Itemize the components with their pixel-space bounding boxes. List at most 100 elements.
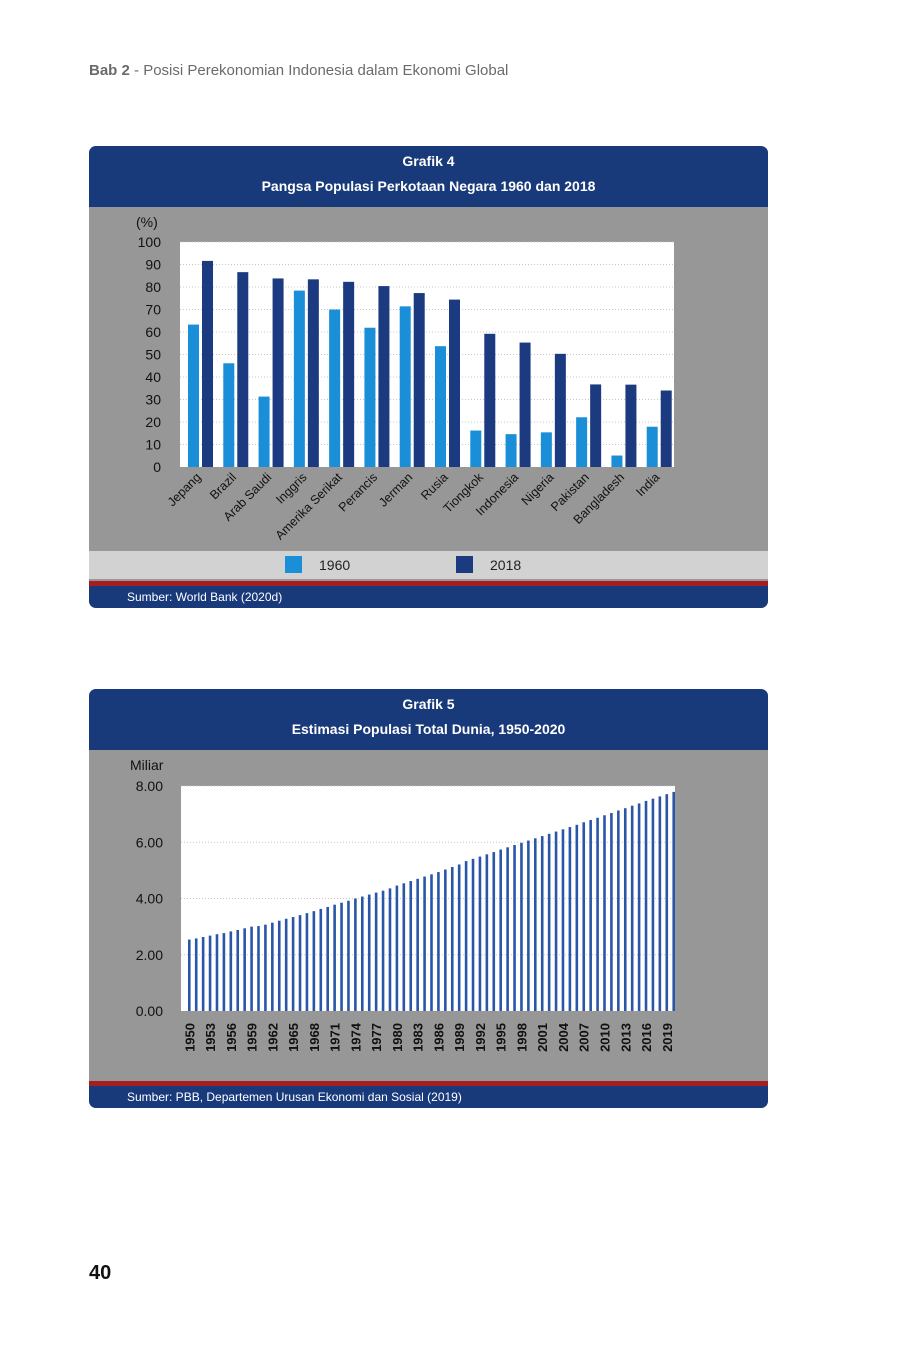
bar-1960-jerman: [399, 306, 411, 467]
gridlines: [181, 785, 675, 956]
bar-1953: [208, 935, 212, 1011]
bar-1997: [513, 845, 516, 1011]
bar-1996: [506, 847, 509, 1011]
bar-2018-pakistan: [590, 384, 602, 467]
y-tick-label-0: 0: [153, 459, 161, 475]
bar-1981: [402, 883, 406, 1011]
bar-1993: [485, 854, 489, 1011]
bar-2016: [644, 800, 648, 1011]
bar-2013: [623, 808, 627, 1011]
bar-2018-amerika-serikat: [343, 281, 355, 467]
chapter-title: - Posisi Perekonomian Indonesia dalam Ek…: [129, 62, 509, 79]
x-tick-label-1977: 1977: [369, 1023, 384, 1052]
y-tick-label-8.00: 8.00: [136, 778, 163, 794]
bar-1960-perancis: [364, 327, 376, 467]
x-tick-label-1965: 1965: [286, 1023, 301, 1052]
x-tick-label-1950: 1950: [182, 1023, 197, 1052]
x-tick-label-1968: 1968: [307, 1023, 322, 1052]
bar-1960-bangladesh: [611, 455, 623, 467]
bar-2018-inggris: [307, 279, 319, 467]
bar-1960-india: [646, 426, 658, 467]
x-tick-label-2004: 2004: [556, 1022, 571, 1052]
x-tick-label-2010: 2010: [598, 1023, 613, 1052]
legend-label-2018: 2018: [490, 556, 522, 573]
chart-urban-population: Grafik 4 Pangsa Populasi Perkotaan Negar…: [89, 146, 768, 608]
bar-2011: [610, 813, 613, 1011]
x-tick-label-1956: 1956: [224, 1023, 239, 1052]
x-tick-label-2013: 2013: [618, 1023, 633, 1052]
bar-1984: [423, 876, 426, 1011]
bar-2018-brazil: [237, 272, 249, 467]
bar-1966: [298, 915, 302, 1011]
bar-1960-brazil: [223, 363, 235, 467]
y-tick-label-100: 100: [138, 234, 162, 250]
bar-1956: [229, 931, 233, 1011]
bar-2010: [603, 815, 606, 1011]
bar-1982: [409, 881, 413, 1011]
chart-source: Sumber: World Bank (2020d): [89, 581, 768, 608]
legend-swatch-1960: [285, 556, 302, 573]
x-tick-label-1974: 1974: [348, 1022, 363, 1052]
bar-1960-arab-saudi: [258, 396, 270, 467]
bar-1957: [236, 930, 240, 1011]
bar-2018: [658, 796, 662, 1011]
bar-2018-jerman: [413, 293, 425, 467]
bar-1979: [388, 888, 392, 1011]
bar-1959: [250, 926, 253, 1011]
y-tick-label-0.00: 0.00: [136, 1003, 163, 1019]
bar-1965: [291, 917, 295, 1011]
x-tick-label-1962: 1962: [265, 1023, 280, 1052]
x-tick-label-1992: 1992: [473, 1023, 488, 1052]
y-tick-label-70: 70: [145, 302, 161, 318]
bar-1985: [430, 874, 433, 1011]
bar-1960-amerika-serikat: [329, 309, 341, 467]
y-tick-label-6.00: 6.00: [136, 834, 163, 850]
x-tick-label-1998: 1998: [514, 1023, 529, 1052]
bar-2018-bangladesh: [625, 384, 637, 467]
bar-1960-tiongkok: [470, 430, 482, 467]
x-tick-label-rusia: Rusia: [418, 470, 451, 503]
x-tick-label-1953: 1953: [203, 1023, 218, 1052]
bar-1960: [257, 926, 260, 1011]
y-tick-label-20: 20: [145, 414, 161, 430]
bar-2018-rusia: [449, 299, 460, 467]
bar-1998: [520, 842, 523, 1011]
bar-2001: [540, 836, 544, 1011]
x-tick-label-2016: 2016: [639, 1023, 654, 1052]
y-axis-label: Miliar: [130, 757, 164, 773]
bar-1980: [395, 885, 399, 1011]
bar-2007: [582, 822, 586, 1011]
x-tick-label-brazil: Brazil: [207, 470, 239, 502]
bar-2018-jepang: [202, 260, 213, 467]
bar-2005: [568, 827, 572, 1011]
bar-2014: [630, 805, 634, 1011]
bar-1961: [264, 924, 267, 1011]
chart-title: Grafik 4: [402, 153, 455, 169]
bar-1973: [347, 900, 350, 1011]
bar-1999: [527, 840, 530, 1011]
bar-1972: [340, 902, 343, 1011]
bar-2018-tiongkok: [484, 333, 496, 467]
bar-2018-arab-saudi: [272, 278, 284, 467]
bars: [188, 791, 675, 1011]
bar-1955: [222, 933, 226, 1011]
y-axis-label: (%): [136, 214, 158, 230]
running-head: Bab 2 - Posisi Perekonomian Indonesia da…: [89, 62, 508, 79]
y-tick-label-4.00: 4.00: [136, 891, 163, 907]
chart-plot: (%) 0 10 20 30 40 50 60 70 80 90 100 Jepang BrazilA…: [136, 214, 674, 543]
bar-1962: [271, 922, 274, 1011]
legend-swatch-2018: [456, 556, 473, 573]
bar-1989: [457, 864, 461, 1011]
chart-source: Sumber: PBB, Departemen Urusan Ekonomi d…: [89, 1081, 768, 1108]
bar-1951: [194, 938, 198, 1011]
bar-1986: [437, 872, 440, 1011]
bar-1987: [444, 869, 447, 1011]
chart-world-population: Grafik 5 Estimasi Populasi Total Dunia, …: [89, 689, 768, 1108]
bar-1960-indonesia: [505, 434, 517, 467]
bar-1950: [188, 939, 191, 1011]
bar-2020: [672, 791, 675, 1011]
y-tick-label-90: 90: [145, 257, 161, 273]
bar-1995: [499, 849, 502, 1011]
y-tick-label-60: 60: [145, 324, 161, 340]
x-tick-label-2001: 2001: [535, 1023, 550, 1052]
